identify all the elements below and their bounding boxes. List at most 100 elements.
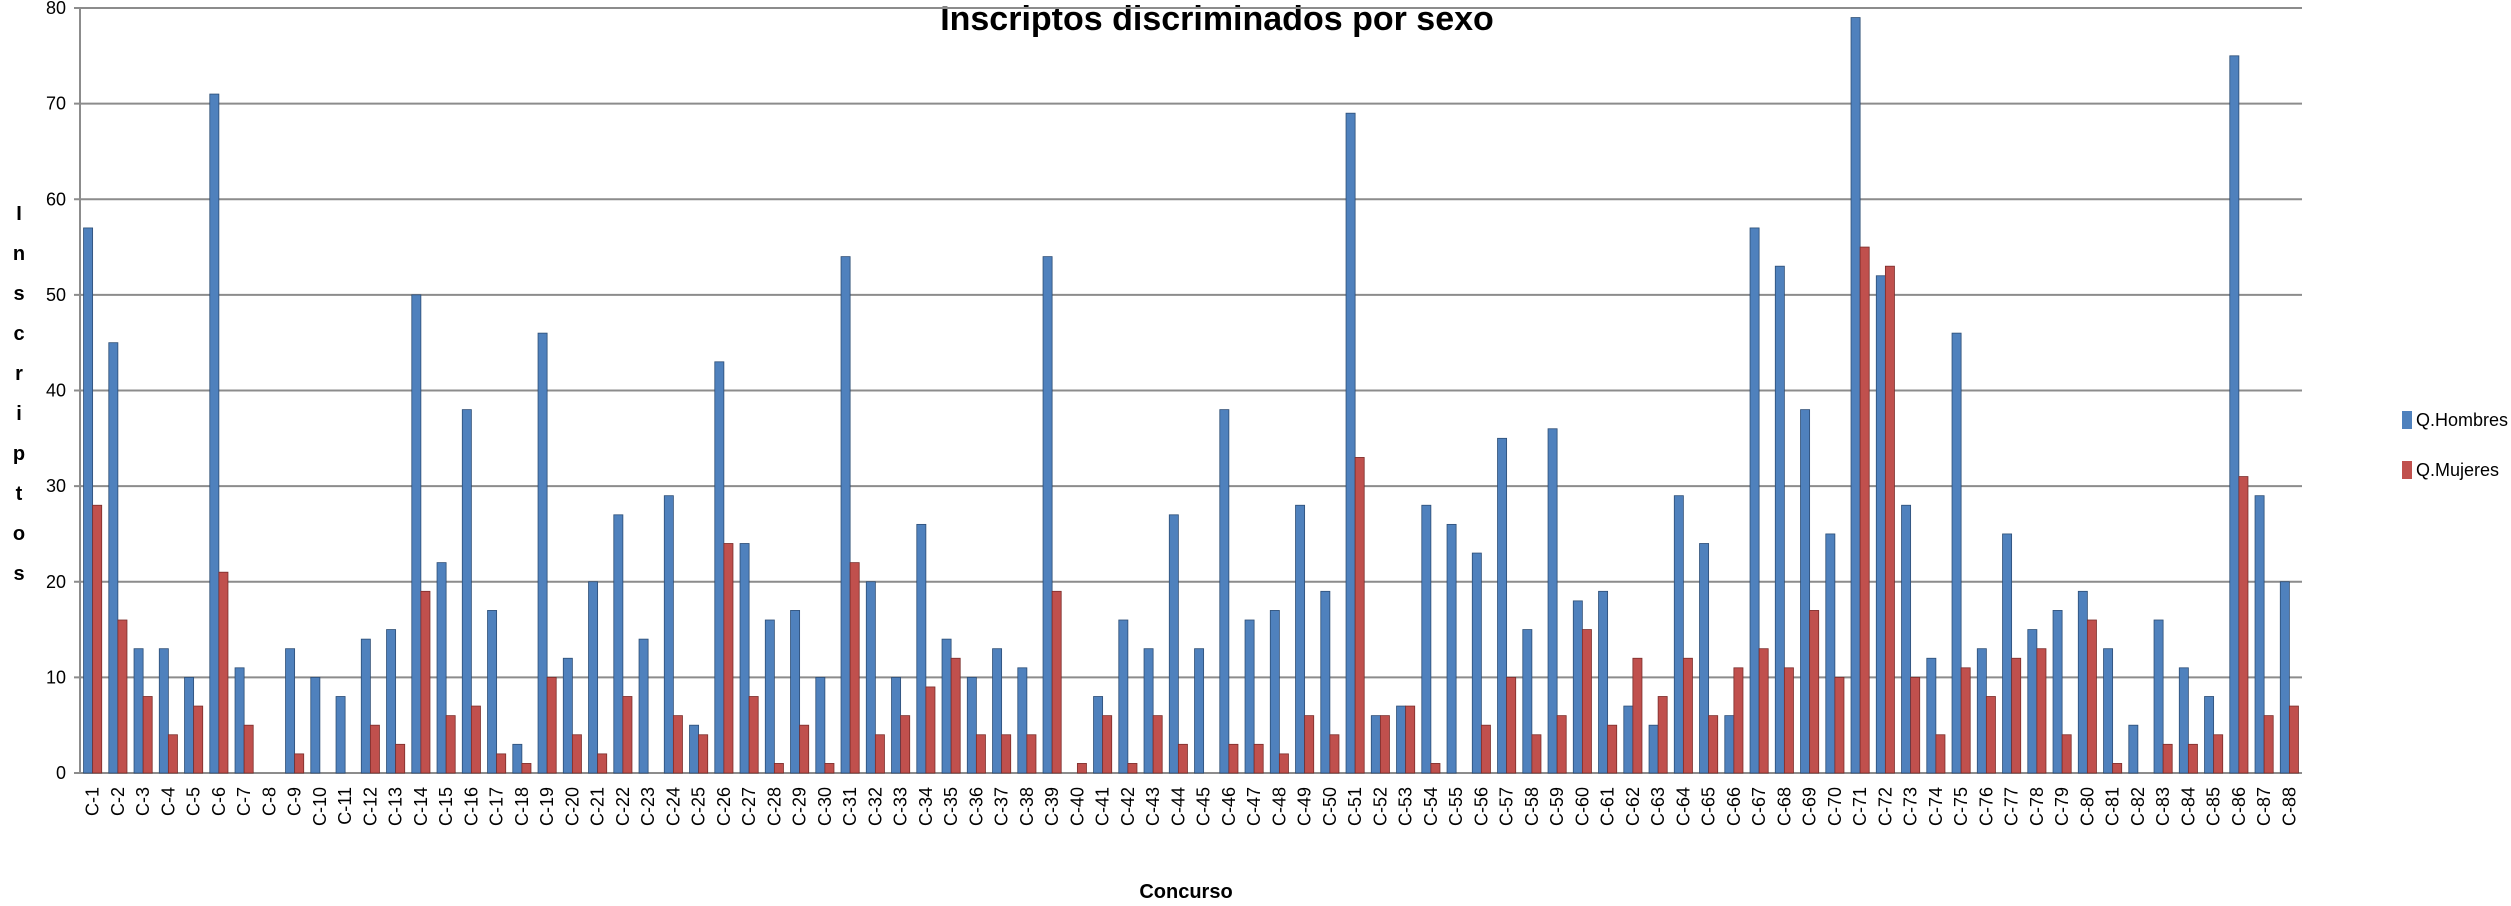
x-tick-label: C-3 <box>133 787 153 816</box>
x-tick-label: C-10 <box>310 787 330 826</box>
bar <box>874 734 885 774</box>
bar <box>1354 457 1365 774</box>
bar <box>2238 476 2249 774</box>
chart-title: Inscriptos discriminados por sexo <box>940 0 1494 38</box>
bar <box>2036 648 2047 774</box>
x-tick-label: C-5 <box>184 787 204 816</box>
bar <box>1076 763 1087 774</box>
bar <box>1102 715 1113 774</box>
bar <box>2229 55 2240 774</box>
bar <box>1547 428 1558 774</box>
x-tick-label: C-4 <box>158 787 178 816</box>
bar <box>1168 514 1179 774</box>
x-tick-label: C-85 <box>2204 787 2224 826</box>
bar <box>2153 619 2164 774</box>
bar <box>597 753 608 774</box>
bar <box>395 743 406 774</box>
x-tick-label: C-34 <box>916 787 936 826</box>
bar <box>1345 112 1356 774</box>
bar <box>117 619 128 774</box>
x-tick-label: C-9 <box>285 787 305 816</box>
x-tick-label: C-83 <box>2153 787 2173 826</box>
x-tick-label: C-12 <box>360 787 380 826</box>
bar <box>613 514 624 774</box>
bar <box>461 409 472 774</box>
bar <box>386 629 397 774</box>
x-tick-label: C-81 <box>2103 787 2123 826</box>
bar <box>1295 504 1306 774</box>
x-tick-label: C-2 <box>108 787 128 816</box>
x-tick-label: C-15 <box>436 787 456 826</box>
bar <box>1884 265 1895 774</box>
x-tick-label: C-69 <box>1800 787 1820 826</box>
bar <box>1430 763 1441 774</box>
bar <box>2279 581 2290 774</box>
bar <box>1935 734 1946 774</box>
bar <box>1632 657 1643 774</box>
y-tick-label: 40 <box>46 381 66 401</box>
bar <box>512 743 523 774</box>
bar <box>218 571 229 774</box>
x-tick-label: C-44 <box>1168 787 1188 826</box>
bar <box>1556 715 1567 774</box>
bar <box>1724 715 1735 774</box>
bar <box>2204 696 2215 774</box>
bar <box>1177 743 1188 774</box>
bar <box>1960 667 1971 774</box>
bar <box>1825 533 1836 774</box>
bar <box>243 724 254 774</box>
bar <box>167 734 178 774</box>
x-tick-label: C-52 <box>1370 787 1390 826</box>
bar <box>1228 743 1239 774</box>
bar <box>420 590 431 774</box>
bar <box>1859 246 1870 774</box>
bar <box>2061 734 2072 774</box>
y-tick-label: 70 <box>46 94 66 114</box>
bar <box>2187 743 2198 774</box>
bar <box>2011 657 2022 774</box>
x-tick-label: C-16 <box>461 787 481 826</box>
x-tick-label: C-37 <box>992 787 1012 826</box>
bar <box>1042 256 1053 774</box>
bar <box>92 504 103 774</box>
bar <box>1657 696 1668 774</box>
bar <box>411 294 422 774</box>
bar <box>2027 629 2038 774</box>
bar <box>1901 504 1912 774</box>
x-tick-label: C-40 <box>1067 787 1087 826</box>
bar <box>2162 743 2173 774</box>
x-tick-label: C-77 <box>2002 787 2022 826</box>
x-tick-label: C-1 <box>83 787 103 816</box>
legend-label: Q.Hombres <box>2416 410 2508 430</box>
bar <box>1269 610 1280 774</box>
x-tick-label: C-57 <box>1497 787 1517 826</box>
bar <box>992 648 1003 774</box>
x-tick-label: C-35 <box>941 787 961 826</box>
x-tick-label: C-38 <box>1017 787 1037 826</box>
bar <box>916 523 927 774</box>
bar <box>1370 715 1381 774</box>
x-tick-label: C-59 <box>1547 787 1567 826</box>
y-tick-label: 10 <box>46 667 66 687</box>
x-tick-label: C-7 <box>234 787 254 816</box>
y-tick-label: 30 <box>46 476 66 496</box>
bar <box>1708 715 1719 774</box>
bar <box>2254 495 2265 774</box>
bar <box>1976 648 1987 774</box>
bar <box>622 696 633 774</box>
bar <box>689 724 700 774</box>
bar <box>2213 734 2224 774</box>
x-tick-label: C-14 <box>411 787 431 826</box>
x-tick-label: C-55 <box>1446 787 1466 826</box>
bar <box>537 332 548 774</box>
bar <box>2178 667 2189 774</box>
bar <box>1194 648 1205 774</box>
bar <box>1699 543 1710 774</box>
x-tick-label: C-76 <box>1976 787 1996 826</box>
x-tick-label: C-46 <box>1219 787 1239 826</box>
bar <box>487 610 498 774</box>
bar <box>1607 724 1618 774</box>
x-tick-label: C-66 <box>1724 787 1744 826</box>
